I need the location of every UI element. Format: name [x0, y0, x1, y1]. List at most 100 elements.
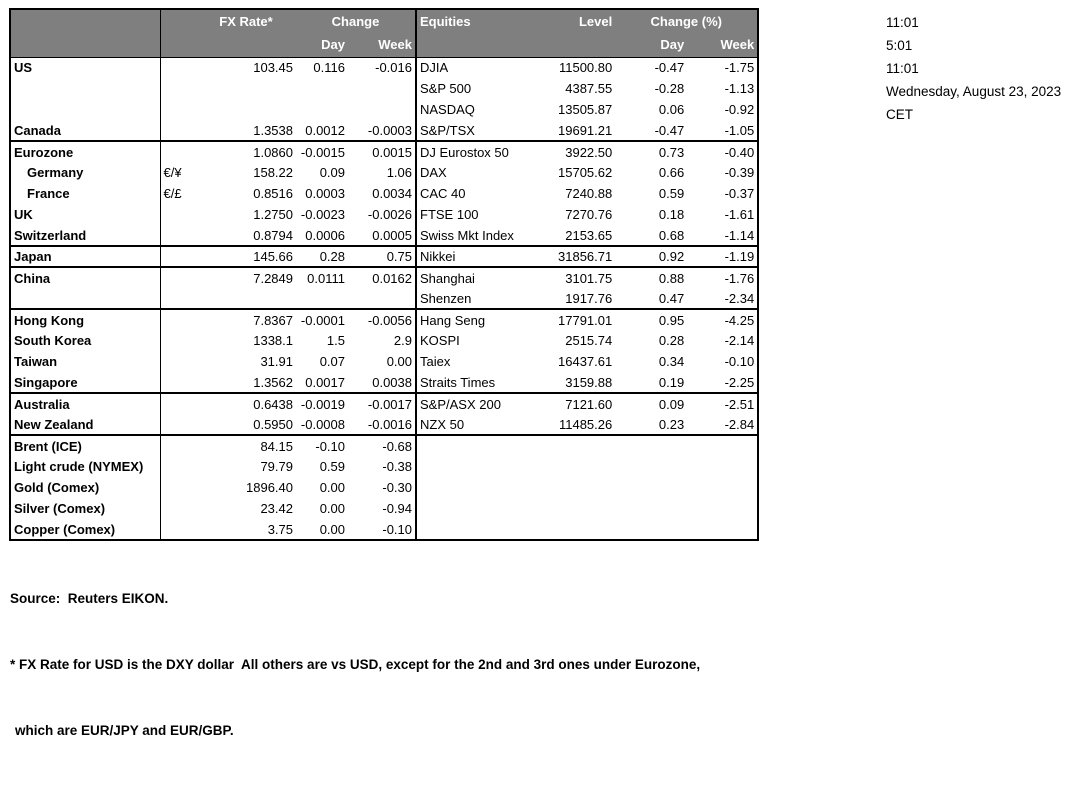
fx-rate-value: 0.8794 [196, 225, 296, 247]
equity-name: NZX 50 [416, 414, 556, 436]
equity-name: NASDAQ [420, 102, 475, 117]
fx-week-change-value: -0.0016 [348, 414, 417, 436]
fx-week-change-value: -0.0056 [348, 309, 417, 330]
fx-day-change-value: -0.0001 [300, 312, 345, 328]
fx-rate-value: 103.45 [253, 60, 293, 76]
region-label: Taiwan [10, 351, 161, 372]
fx-day-change-value: 0.0111 [307, 270, 345, 286]
equity-week-change-value: -0.92 [724, 102, 755, 117]
header-row-1: FX Rate* Change Equities Level Change (%… [10, 9, 759, 33]
currency-pair-label [160, 435, 196, 456]
market-summary-page: FX Rate* Change Equities Level Change (%… [9, 8, 1061, 738]
fx-day-change-value: 0.00 [319, 480, 345, 495]
equity-week-change-value: -1.13 [724, 81, 755, 96]
equity-week-change-value: -1.19 [687, 246, 759, 268]
equity-level-value: 1917.76 [556, 288, 616, 310]
region-label: Singapore [10, 372, 161, 394]
fx-week-change-value: -0.94 [348, 498, 417, 519]
equity-name [416, 498, 556, 519]
equity-level-value [556, 456, 615, 477]
currency-pair-label: €/£ [163, 186, 182, 201]
equity-level-value: 11500.80 [558, 60, 613, 76]
fx-rate-column-header: FX Rate* [196, 9, 296, 33]
footnote-line-1: * FX Rate for USD is the DXY dollar All … [10, 657, 701, 672]
table-row: Copper (Comex) 3.75 0.00 -0.10 [10, 519, 758, 540]
equity-week-change-value [687, 477, 758, 498]
equity-level-value: 4387.55 [565, 81, 613, 96]
equity-level-value: 19691.21 [556, 120, 616, 142]
equity-level-value [556, 519, 615, 540]
equity-week-change-value: -2.25 [687, 372, 759, 394]
equity-name: S&P/ASX 200 [420, 396, 501, 412]
region-label: Silver (Comex) [10, 498, 161, 519]
source-line: Source: Reuters EIKON. [10, 591, 169, 606]
currency-pair-label [160, 372, 196, 394]
fx-day-change-value [296, 99, 348, 120]
equity-week-change-value: -0.37 [724, 186, 755, 201]
fx-week-change-value: 0.0034 [348, 183, 417, 204]
equity-name: Swiss Mkt Index [416, 225, 556, 247]
table-row: NASDAQ 13505.87 0.06 -0.92 [10, 99, 758, 120]
currency-pair-label [160, 57, 196, 78]
blank-header-cell [160, 33, 196, 58]
equity-level-value [556, 498, 615, 519]
table-row: China 7.2849 0.0111 0.0162 Shanghai 3101.75 0.… [10, 267, 758, 288]
table-row: Hong Kong 7.8367 -0.0001 -0.0056 Hang Seng 17… [10, 309, 758, 330]
currency-pair-label [160, 204, 196, 225]
region-label: US [10, 57, 161, 78]
equity-day-change-value: 0.88 [658, 270, 685, 286]
region-label [10, 99, 161, 120]
equity-level-value: 2515.74 [565, 333, 613, 348]
equity-level-value: 7121.60 [565, 396, 613, 412]
equity-level-value: 16437.61 [558, 354, 613, 369]
equity-level-value: 15705.62 [558, 165, 613, 180]
fx-rate-value: 31.91 [260, 354, 293, 369]
fx-day-change-value: 0.0017 [296, 372, 348, 394]
table-row: US 103.45 0.116 -0.016 DJIA 11500.80 -0.47 -1.7… [10, 57, 758, 78]
equity-day-change-value: 0.59 [658, 186, 685, 201]
equity-name: KOSPI [420, 333, 460, 348]
region-label: France [10, 183, 161, 204]
equity-day-change-value: 0.73 [658, 144, 685, 160]
equity-level-value [556, 435, 615, 456]
fx-day-change-value: 0.59 [319, 459, 345, 474]
fx-week-change-value: -0.0026 [348, 204, 417, 225]
fx-day-change-value: 0.07 [319, 354, 345, 369]
blank-header-cell [196, 33, 296, 58]
currency-pair-label [160, 414, 196, 436]
equity-name [416, 456, 556, 477]
fx-week-change-value: 0.0162 [348, 267, 417, 288]
equity-name: DAX [420, 165, 447, 180]
equity-name: DJIA [420, 60, 449, 76]
fx-day-change-value [296, 288, 348, 310]
fx-day-change-value: 1.5 [326, 333, 345, 348]
equity-week-change-value [687, 498, 758, 519]
fx-rate-value: 145.66 [196, 246, 296, 268]
table-row: New Zealand 0.5950 -0.0008 -0.0016 NZX 50 114… [10, 414, 759, 436]
table-row: Gold (Comex) 1896.40 0.00 -0.30 [10, 477, 758, 498]
equity-day-change-value: 0.19 [615, 372, 688, 394]
blank-header-cell [10, 9, 161, 33]
table-row: UK 1.2750 -0.0023 -0.0026 FTSE 100 7270.76 0.1… [10, 204, 758, 225]
timezone-label: CET [886, 107, 913, 122]
equity-level-value: 17791.01 [558, 312, 613, 328]
fx-day-change-value: -0.0019 [300, 396, 345, 412]
equity-week-change-value [687, 519, 758, 540]
currency-pair-label [160, 225, 196, 247]
region-label: Light crude (NYMEX) [10, 456, 161, 477]
currency-pair-label [160, 267, 196, 288]
fx-change-column-header: Change [296, 9, 417, 33]
fx-day-change-value: -0.10 [315, 438, 345, 454]
footer-notes: Source: Reuters EIKON. * FX Rate for USD… [10, 544, 700, 786]
equity-day-change-value: -0.47 [654, 60, 685, 76]
equity-week-change-value: -2.84 [687, 414, 759, 436]
equity-name: DJ Eurostox 50 [420, 144, 509, 160]
currency-pair-label [160, 393, 196, 414]
level-column-header: Level [556, 9, 616, 33]
blank-header-cell [556, 33, 616, 58]
currency-pair-label [160, 351, 196, 372]
blank-header-cell [416, 33, 556, 58]
equity-week-change-value: -0.10 [724, 354, 755, 369]
equity-day-change-value [615, 435, 687, 456]
fx-rate-value: 158.22 [253, 165, 293, 180]
